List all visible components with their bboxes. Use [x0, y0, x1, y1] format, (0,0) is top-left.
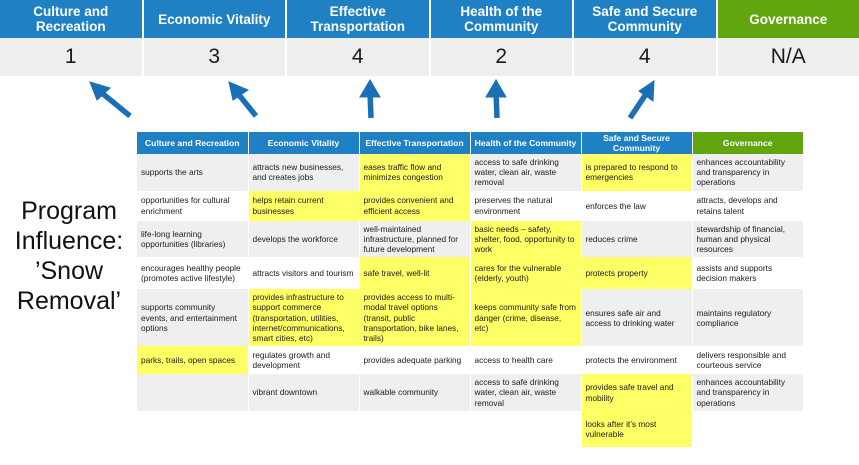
- table-cell: delivers responsible and courteous servi…: [692, 346, 803, 375]
- scorecard-header-governance[interactable]: Governance: [717, 0, 859, 38]
- table-cell: stewardship of financial, human and phys…: [692, 220, 803, 258]
- table-cell: vibrant downtown: [248, 374, 360, 411]
- matrix-header-effective-transportation[interactable]: Effective Transportation: [359, 132, 471, 154]
- table-cell: keeps community safe from danger (crime,…: [470, 289, 582, 347]
- scorecard-header-effective-transportation[interactable]: Effective Transportation: [287, 0, 431, 38]
- scorecard-header-label: Effective Transportation: [310, 4, 405, 34]
- table-cell: attracts new businesses, and creates job…: [248, 154, 360, 191]
- table-cell: regulates growth and development: [248, 346, 360, 375]
- table-cell: preserves the natural environment: [470, 190, 582, 221]
- matrix-header-governance[interactable]: Governance: [692, 132, 803, 154]
- table-cell: enhances accountability and transparency…: [692, 374, 803, 411]
- scorecard-header-label: Safe and Secure Community: [592, 4, 698, 34]
- table-cell: [692, 410, 803, 447]
- table-cell: opportunities for cultural enrichment: [137, 190, 249, 221]
- table-cell: develops the workforce: [248, 220, 360, 258]
- scorecard-strip: Culture and Recreation Economic Vitality…: [0, 0, 859, 76]
- scorecard-value-row: 1 3 4 2 4 N/A: [0, 38, 859, 76]
- table-cell: provides safe travel and mobility: [581, 374, 693, 411]
- table-row: opportunities for cultural enrichment hel…: [137, 190, 803, 221]
- scorecard-value-safe-and-secure-community: 4: [574, 38, 718, 76]
- table-cell: encourages healthy people (promotes acti…: [137, 257, 249, 290]
- scorecard-header-economic-vitality[interactable]: Economic Vitality: [143, 0, 287, 38]
- page-title: Program Influence: ’Snow Removal’: [4, 196, 134, 316]
- table-cell: access to safe drinking water, clean air…: [470, 374, 582, 411]
- scorecard-header-safe-and-secure-community[interactable]: Safe and Secure Community: [574, 0, 718, 38]
- table-cell: provides access to multi-modal travel op…: [359, 289, 471, 347]
- table-cell: parks, trails, open spaces: [137, 346, 249, 375]
- table-cell: protects property: [581, 257, 693, 290]
- table-cell: well-maintained infrastructure, planned …: [359, 220, 471, 258]
- table-cell: enforces the law: [581, 190, 693, 221]
- caption-line-3: ’Snow: [34, 257, 104, 285]
- scorecard-header-culture-and-recreation[interactable]: Culture and Recreation: [0, 0, 144, 38]
- matrix-header-health-of-the-community[interactable]: Health of the Community: [470, 132, 582, 154]
- table-cell: assists and supports decision makers: [692, 257, 803, 290]
- table-cell: attracts, develops and retains talent: [692, 190, 803, 221]
- table-row: life-long learning opportunities (librar…: [137, 220, 803, 258]
- arrow-up-icon: [359, 79, 381, 119]
- influence-matrix-table: Culture and Recreation Economic Vitality…: [137, 132, 803, 447]
- arrow-group: [89, 79, 655, 120]
- table-cell: [137, 410, 249, 447]
- scorecard-value-economic-vitality: 3: [143, 38, 287, 76]
- arrow-up-icon: [485, 79, 507, 119]
- table-cell: safe travel, well-lit: [359, 257, 471, 290]
- scorecard-header-label: Health of the Community: [460, 4, 543, 34]
- table-row: vibrant downtown walkable community access…: [137, 374, 803, 411]
- arrow-up-left-icon: [228, 81, 259, 118]
- scorecard-header-row: Culture and Recreation Economic Vitality…: [0, 0, 859, 38]
- table-cell: access to health care: [470, 346, 582, 375]
- table-cell: provides convenient and efficient access: [359, 190, 471, 221]
- table-cell: cares for the vulnerable (elderly, youth…: [470, 257, 582, 290]
- arrow-up-left-icon: [89, 81, 132, 119]
- table-cell: supports community events, and entertain…: [137, 289, 249, 347]
- table-cell: looks after it’s most vulnerable: [581, 410, 693, 447]
- scorecard-value-culture-and-recreation: 1: [0, 38, 144, 76]
- scorecard-header-label: Governance: [749, 11, 828, 27]
- scorecard-header-label: Culture and Recreation: [33, 4, 109, 34]
- scorecard-header-health-of-the-community[interactable]: Health of the Community: [430, 0, 574, 38]
- scorecard-value-health-of-the-community: 2: [430, 38, 574, 76]
- matrix-header-culture-and-recreation[interactable]: Culture and Recreation: [137, 132, 249, 154]
- scorecard-value-effective-transportation: 4: [287, 38, 431, 76]
- table-cell: helps retain current businesses: [248, 190, 360, 221]
- table-cell: is prepared to respond to emergencies: [581, 154, 693, 191]
- scorecard-value-governance: N/A: [717, 38, 859, 76]
- table-cell: attracts visitors and tourism: [248, 257, 360, 290]
- table-row: supports community events, and entertain…: [137, 289, 803, 347]
- table-cell: [248, 410, 360, 447]
- table-cell: maintains regulatory compliance: [692, 289, 803, 347]
- table-cell: enhances accountability and transparency…: [692, 154, 803, 191]
- table-cell: provides adequate parking: [359, 346, 471, 375]
- table-row: looks after it’s most vulnerable: [137, 410, 803, 447]
- caption-line-4: Removal’: [16, 287, 122, 315]
- matrix-body: supports the arts attracts new businesses…: [137, 154, 803, 447]
- table-cell: [359, 410, 471, 447]
- table-cell: reduces crime: [581, 220, 693, 258]
- table-cell: protects the environment: [581, 346, 693, 375]
- table-row: supports the arts attracts new businesses…: [137, 154, 803, 191]
- table-row: encourages healthy people (promotes acti…: [137, 257, 803, 290]
- table-cell: access to safe drinking water, clean air…: [470, 154, 582, 191]
- table-cell: walkable community: [359, 374, 471, 411]
- table-cell: provides infrastructure to support comme…: [248, 289, 360, 347]
- table-cell: [470, 410, 582, 447]
- scorecard-header-label: Economic Vitality: [158, 11, 271, 27]
- matrix-header-safe-and-secure-community[interactable]: Safe and Secure Community: [581, 132, 693, 154]
- caption-line-2: Influence:: [14, 227, 124, 255]
- arrow-up-right-icon: [627, 80, 655, 120]
- matrix-header-row: Culture and Recreation Economic Vitality…: [137, 132, 803, 154]
- table-cell: eases traffic flow and minimizes congest…: [359, 154, 471, 191]
- table-row: parks, trails, open spaces regulates grow…: [137, 346, 803, 375]
- caption-line-1: Program: [21, 197, 117, 225]
- matrix-header-economic-vitality[interactable]: Economic Vitality: [248, 132, 360, 154]
- table-cell: supports the arts: [137, 154, 249, 191]
- table-cell: ensures safe air and access to drinking …: [581, 289, 693, 347]
- table-cell: [137, 374, 249, 411]
- table-cell: life-long learning opportunities (librar…: [137, 220, 249, 258]
- table-cell: basic needs – safety, shelter, food, opp…: [470, 220, 582, 258]
